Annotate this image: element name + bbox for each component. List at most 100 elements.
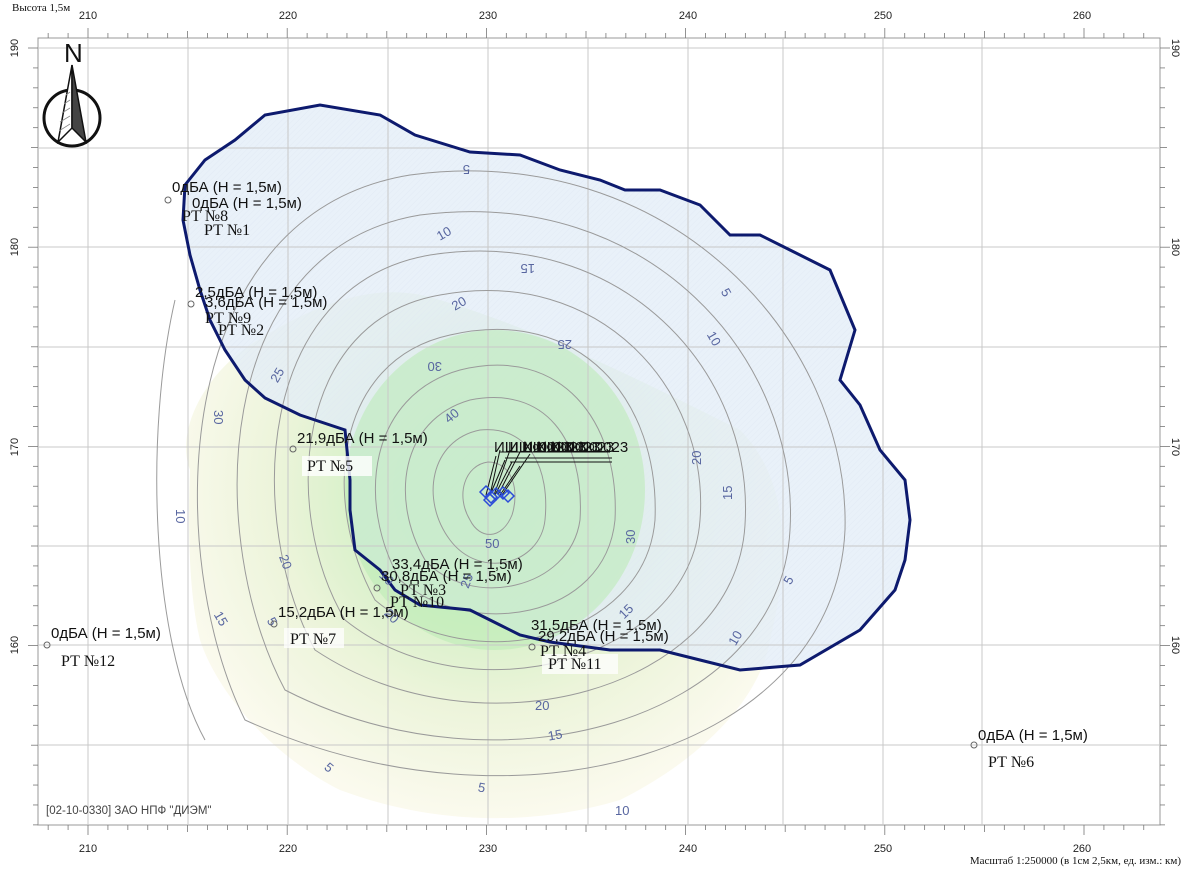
x-tick-label: 230 [479,843,497,855]
isoline-label: 50 [485,536,499,551]
y-tick-label: 180 [9,238,21,256]
point-value: 3,6дБА (Н = 1,5м) [205,294,327,311]
x-tick-label: 210 [79,843,97,855]
point-value: 0дБА (Н = 1,5м) [51,625,161,642]
isoline-label: 15 [547,726,564,743]
point-value: 33,4дБА (Н = 1,5м) [392,556,523,573]
point-value: 2,5дБА (Н = 1,5м) [195,284,317,301]
source-label: ИШ №0023 [522,439,600,456]
credit-text: [02-10-0330] ЗАО НПФ "ДИЭМ" [46,805,212,817]
source-label: ИШ №0023 [508,439,586,456]
x-tick-label: 250 [874,10,892,22]
y-tick-label: 170 [1169,438,1181,456]
point-value: 29,2дБА (Н = 1,5м) [538,628,669,645]
source-labels: ИШ №0023 ИШ №0023 ИШ №0023 ИШ №0023 ИШ №… [494,439,628,456]
scale-text: Масштаб 1:250000 (в 1см 2,5км, ед. изм.:… [970,855,1181,867]
point-name: РТ №7 [290,631,336,648]
y-tick-label: 160 [1169,636,1181,654]
x-tick-label: 240 [679,843,697,855]
point-name: РТ №9 [205,310,251,327]
isoline-label: 25 [558,337,572,352]
point-name: РТ №3 [400,582,446,599]
point-marker [373,584,381,592]
isoline-label: 25 [267,365,287,385]
isoline-label: 10 [704,329,724,349]
calc-points: 0дБА (Н = 1,5м) РТ №8 0дБА (Н = 1,5м) РТ… [43,179,1088,771]
source-label: ИШ №0023 [550,439,628,456]
x-tick-label: 240 [679,10,697,22]
source-markers [478,484,516,508]
isoline-label: 10 [725,628,745,648]
isoline-label: 10 [615,803,629,818]
noise-sources: ИШ №0023 ИШ №0023 ИШ №0023 ИШ №0023 ИШ №… [478,439,628,508]
point-value: 0дБА (Н = 1,5м) [978,727,1088,744]
north-label: N [64,38,83,68]
point-name: РТ №2 [218,322,264,339]
y-tick-label: 190 [1169,39,1181,57]
x-tick-label: 210 [79,10,97,22]
isoline-label: 15 [720,486,735,500]
y-tick-label: 180 [1169,238,1181,256]
source-label: ИШ №0023 [494,439,572,456]
point-value: 15,2дБА (Н = 1,5м) [278,604,409,621]
isoline-label: 20 [449,293,469,313]
point-name: РТ №8 [182,208,228,225]
isoline-label: 20 [689,451,704,465]
isoline-label: 15 [521,261,535,276]
point-name: РТ №11 [548,656,602,673]
y-axis-labels-left: 190 180 170 160 [9,39,21,654]
source-label: ИШ №0023 [536,439,614,456]
axis-ticks [28,28,1170,835]
point-marker [187,300,195,308]
isoline-label: 20 [276,553,295,572]
y-axis-labels-right: 190 180 170 160 [1169,39,1181,654]
isoline-label: 25 [457,571,476,590]
isoline-label: 15 [211,609,231,629]
point-value: 21,9дБА (Н = 1,5м) [297,430,428,447]
isoline-label: 10 [173,509,188,523]
x-tick-label: 230 [479,10,497,22]
x-tick-label: 220 [279,843,297,855]
x-tick-label: 220 [279,10,297,22]
north-arrow-icon: N [42,38,102,148]
point-marker [270,620,278,628]
point-name: РТ №6 [988,754,1034,771]
x-tick-label: 250 [874,843,892,855]
point-name: РТ №1 [204,222,250,239]
point-marker [43,641,51,649]
isoline-label: 5 [463,162,470,177]
y-tick-label: 170 [9,438,21,456]
point-name: РТ №5 [307,458,353,475]
x-axis-labels-top: 210 220 230 240 250 260 [79,10,1091,22]
point-name-bg [284,628,344,648]
isoline-label: 30 [211,410,226,424]
point-marker [164,196,172,204]
isoline-label: 30 [623,530,638,544]
y-tick-label: 190 [9,39,21,57]
grid [38,38,1160,825]
y-tick-label: 160 [9,636,21,654]
point-name: РТ №12 [61,653,115,670]
x-tick-label: 260 [1073,10,1091,22]
sanitary-zone-boundary [181,103,912,672]
point-value: 31,5дБА (Н = 1,5м) [531,617,662,634]
point-marker [289,445,297,453]
isoline-label: 20 [535,698,549,713]
point-name-bg [302,456,372,476]
x-axis-labels-bottom: 210 220 230 240 250 260 [79,843,1091,855]
header-text: Высота 1,5м [12,2,70,14]
point-name: РТ №10 [390,594,444,611]
isoline-label: 5 [477,779,487,795]
point-value: 30,8дБА (Н = 1,5м) [381,568,512,585]
point-marker [970,741,978,749]
point-name-bg [542,654,618,674]
isoline-label: 30 [428,359,442,374]
point-value: 0дБА (Н = 1,5м) [192,195,302,212]
x-tick-label: 260 [1073,843,1091,855]
isoline-label: 10 [434,223,454,243]
point-value: 0дБА (Н = 1,5м) [172,179,282,196]
point-marker [528,643,536,651]
source-leader-lines [485,449,612,496]
point-name: РТ №4 [540,643,586,660]
